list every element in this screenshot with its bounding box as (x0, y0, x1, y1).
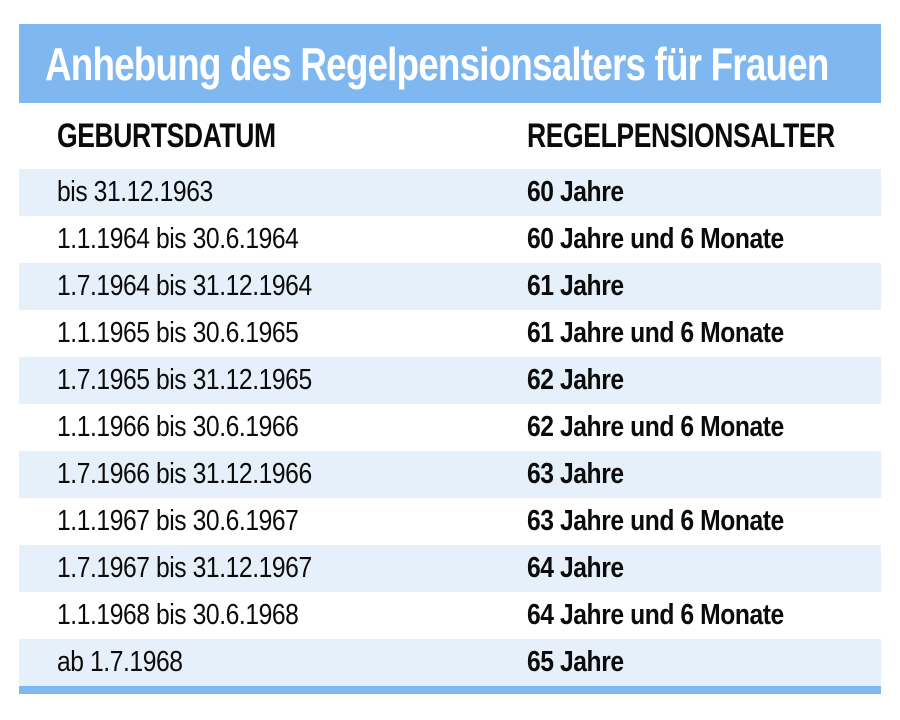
table-row: 1.7.1967 bis 31.12.1967 64 Jahre (19, 545, 881, 592)
birthdate-cell: 1.1.1967 bis 30.6.1967 (57, 507, 527, 536)
table-row: 1.1.1968 bis 30.6.1968 64 Jahre und 6 Mo… (19, 592, 881, 639)
table-row: bis 31.12.1963 60 Jahre (19, 169, 881, 216)
retirement-age-cell: 61 Jahre (527, 272, 881, 301)
retirement-age-cell: 63 Jahre (527, 460, 881, 489)
retirement-age-text: 61 Jahre (527, 270, 624, 302)
retirement-age-cell: 64 Jahre (527, 554, 881, 583)
table-row: 1.1.1965 bis 30.6.1965 61 Jahre und 6 Mo… (19, 310, 881, 357)
birthdate-text: 1.7.1964 bis 31.12.1964 (57, 270, 312, 302)
table-row: 1.7.1966 bis 31.12.1966 63 Jahre (19, 451, 881, 498)
birthdate-cell: 1.1.1968 bis 30.6.1968 (57, 601, 527, 630)
header-cell-birthdate: GEBURTSDATUM (57, 119, 527, 153)
column-header-regelpensionsalter: REGELPENSIONSALTER (527, 117, 835, 155)
page-title-text: Anhebung des Regelpensionsalters für Fra… (45, 38, 829, 90)
table-body: bis 31.12.1963 60 Jahre 1.1.1964 bis 30.… (19, 169, 881, 686)
birthdate-text: 1.7.1967 bis 31.12.1967 (57, 552, 312, 584)
retirement-age-text: 60 Jahre und 6 Monate (527, 223, 784, 255)
birthdate-cell: 1.1.1964 bis 30.6.1964 (57, 225, 527, 254)
birthdate-text: 1.1.1967 bis 30.6.1967 (57, 505, 299, 537)
table-row: 1.1.1964 bis 30.6.1964 60 Jahre und 6 Mo… (19, 216, 881, 263)
birthdate-cell: 1.7.1965 bis 31.12.1965 (57, 366, 527, 395)
birthdate-text: bis 31.12.1963 (57, 176, 213, 208)
birthdate-text: 1.7.1966 bis 31.12.1966 (57, 458, 312, 490)
birthdate-text: 1.7.1965 bis 31.12.1965 (57, 364, 312, 396)
table-row: 1.7.1964 bis 31.12.1964 61 Jahre (19, 263, 881, 310)
retirement-age-text: 64 Jahre (527, 552, 624, 584)
retirement-age-text: 62 Jahre (527, 364, 624, 396)
birthdate-text: 1.1.1964 bis 30.6.1964 (57, 223, 299, 255)
birthdate-text: 1.1.1965 bis 30.6.1965 (57, 317, 299, 349)
retirement-age-text: 62 Jahre und 6 Monate (527, 411, 784, 443)
table-header-row: GEBURTSDATUM REGELPENSIONSALTER (19, 103, 881, 169)
retirement-age-cell: 65 Jahre (527, 648, 881, 677)
birthdate-text: ab 1.7.1968 (57, 646, 183, 678)
retirement-age-text: 64 Jahre und 6 Monate (527, 599, 784, 631)
column-header-geburtsdatum: GEBURTSDATUM (57, 117, 276, 155)
birthdate-cell: ab 1.7.1968 (57, 648, 527, 677)
birthdate-text: 1.1.1968 bis 30.6.1968 (57, 599, 299, 631)
retirement-age-text: 65 Jahre (527, 646, 624, 678)
retirement-age-cell: 61 Jahre und 6 Monate (527, 319, 881, 348)
bottom-rule (19, 686, 881, 694)
birthdate-cell: 1.7.1967 bis 31.12.1967 (57, 554, 527, 583)
header-cell-retirement-age: REGELPENSIONSALTER (527, 119, 900, 153)
retirement-age-cell: 62 Jahre und 6 Monate (527, 413, 881, 442)
retirement-age-cell: 63 Jahre und 6 Monate (527, 507, 881, 536)
birthdate-cell: bis 31.12.1963 (57, 178, 527, 207)
birthdate-cell: 1.1.1966 bis 30.6.1966 (57, 413, 527, 442)
retirement-age-cell: 62 Jahre (527, 366, 881, 395)
retirement-age-cell: 60 Jahre (527, 178, 881, 207)
birthdate-text: 1.1.1966 bis 30.6.1966 (57, 411, 299, 443)
title-band: Anhebung des Regelpensionsalters für Fra… (19, 24, 881, 104)
page-title: Anhebung des Regelpensionsalters für Fra… (45, 41, 900, 87)
retirement-age-text: 63 Jahre (527, 458, 624, 490)
table-row: 1.1.1967 bis 30.6.1967 63 Jahre und 6 Mo… (19, 498, 881, 545)
birthdate-cell: 1.1.1965 bis 30.6.1965 (57, 319, 527, 348)
birthdate-cell: 1.7.1964 bis 31.12.1964 (57, 272, 527, 301)
retirement-age-text: 61 Jahre und 6 Monate (527, 317, 784, 349)
table-row: ab 1.7.1968 65 Jahre (19, 639, 881, 686)
retirement-age-text: 60 Jahre (527, 176, 624, 208)
table-row: 1.7.1965 bis 31.12.1965 62 Jahre (19, 357, 881, 404)
retirement-age-cell: 64 Jahre und 6 Monate (527, 601, 881, 630)
retirement-age-text: 63 Jahre und 6 Monate (527, 505, 784, 537)
retirement-age-cell: 60 Jahre und 6 Monate (527, 225, 881, 254)
birthdate-cell: 1.7.1966 bis 31.12.1966 (57, 460, 527, 489)
table-row: 1.1.1966 bis 30.6.1966 62 Jahre und 6 Mo… (19, 404, 881, 451)
